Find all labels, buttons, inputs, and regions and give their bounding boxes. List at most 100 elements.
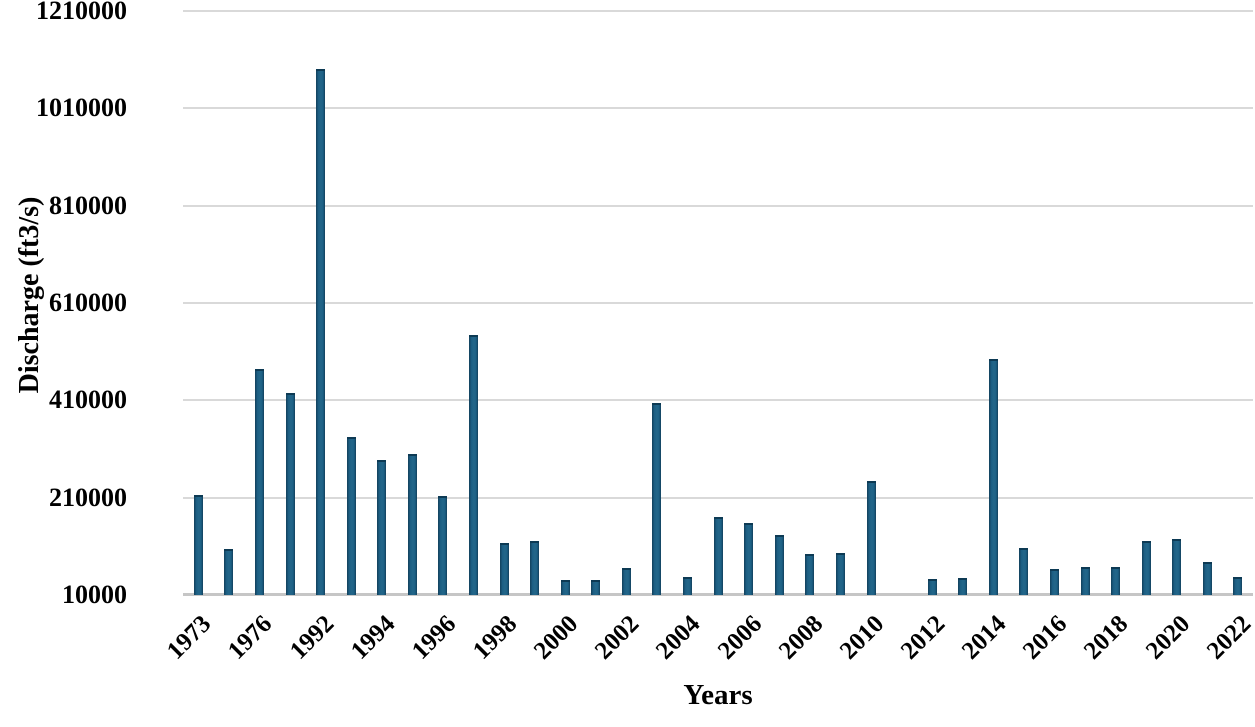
bar-slot — [917, 11, 948, 595]
bar-slot — [581, 11, 612, 595]
x-tick-label: 2004 — [651, 610, 706, 665]
bar — [713, 517, 723, 595]
bar-slot — [1009, 11, 1040, 595]
x-tick-label: 1994 — [345, 610, 401, 665]
bar — [1019, 547, 1029, 595]
bar — [866, 480, 876, 595]
bar-slot — [489, 11, 520, 595]
plot-area — [183, 10, 1253, 596]
gridline — [183, 10, 1253, 12]
bars-group — [183, 11, 1253, 595]
bar-slot — [1131, 11, 1162, 595]
bar-slot — [183, 11, 214, 595]
y-tick-label: 410000 — [49, 385, 127, 415]
y-axis-tick-labels: 10000 210000 410000 610000 810000 1010000 1210… — [0, 0, 155, 608]
y-tick-label: 1010000 — [36, 93, 127, 123]
x-tick-label: 1973 — [162, 610, 217, 665]
bar-slot — [672, 11, 703, 595]
bar-slot — [336, 11, 367, 595]
bar — [377, 459, 387, 595]
x-tick-label: 2020 — [1140, 610, 1195, 665]
bar — [591, 580, 601, 595]
bar-slot — [611, 11, 642, 595]
bar-slot — [825, 11, 856, 595]
bar — [346, 436, 356, 595]
bar — [224, 548, 234, 595]
bar — [1111, 567, 1121, 595]
x-axis-tick-labels: 1973 1976 1992 1994 1996 1998 2000 2002 2004 2006… — [162, 601, 1255, 673]
bar-slot — [214, 11, 245, 595]
bar — [468, 334, 478, 595]
bar-slot — [886, 11, 917, 595]
x-tick-label: 2016 — [1018, 610, 1073, 665]
bar — [285, 393, 295, 595]
bar — [1049, 569, 1059, 595]
y-tick-label: 610000 — [49, 288, 127, 317]
bar-slot — [458, 11, 489, 595]
bar-slot — [1192, 11, 1223, 595]
bar — [1141, 541, 1151, 595]
bar-slot — [1039, 11, 1070, 595]
bar — [1233, 577, 1243, 595]
x-tick-label: 2006 — [712, 610, 767, 665]
gridline — [183, 496, 1253, 499]
bar — [560, 580, 570, 595]
gridline — [183, 399, 1253, 402]
bar-slot — [519, 11, 550, 595]
x-tick-label: 2010 — [834, 610, 890, 665]
x-tick-label: 1996 — [406, 610, 462, 665]
bar-slot — [1070, 11, 1101, 595]
bar — [499, 542, 509, 595]
bar — [193, 495, 203, 595]
bar — [744, 522, 754, 595]
bar — [530, 541, 540, 595]
bar — [438, 496, 448, 595]
bar — [774, 535, 784, 595]
x-tick-label: 1992 — [284, 610, 339, 665]
bar-slot — [275, 11, 306, 595]
bar-slot — [305, 11, 336, 595]
bar-slot — [764, 11, 795, 595]
gridline — [183, 107, 1253, 110]
bar-slot — [978, 11, 1009, 595]
bar-slot — [244, 11, 275, 595]
x-tick-label: 2012 — [895, 610, 951, 665]
x-tick-label: 2018 — [1079, 610, 1134, 665]
bar-slot — [856, 11, 887, 595]
x-tick-label: 2014 — [957, 610, 1012, 665]
bar — [1080, 567, 1090, 595]
bar-slot — [1223, 11, 1254, 595]
bar — [407, 453, 417, 595]
x-tick-label: 2022 — [1201, 610, 1255, 665]
bar — [316, 69, 326, 595]
bar — [958, 577, 968, 595]
bar-slot — [428, 11, 459, 595]
bar — [254, 368, 264, 595]
x-tick-label: 2008 — [773, 610, 829, 665]
bar — [988, 358, 998, 595]
bar — [1202, 561, 1212, 595]
bar-slot — [1162, 11, 1193, 595]
bar — [927, 578, 937, 595]
bar-slot — [550, 11, 581, 595]
bar-slot — [397, 11, 428, 595]
x-axis-title: Years — [683, 679, 753, 711]
bar — [621, 568, 631, 595]
bar — [1172, 539, 1182, 595]
bar-slot — [366, 11, 397, 595]
y-tick-label: 1210000 — [36, 0, 127, 25]
x-tick-label: 2000 — [529, 610, 584, 665]
x-tick-label: 1998 — [467, 610, 523, 665]
bar — [683, 576, 693, 595]
bar-slot — [642, 11, 673, 595]
y-tick-label: 210000 — [49, 482, 127, 512]
bar-slot — [733, 11, 764, 595]
bar-slot — [947, 11, 978, 595]
bar-slot — [703, 11, 734, 595]
bar-slot — [1100, 11, 1131, 595]
bar — [835, 553, 845, 595]
x-tick-label: 2002 — [590, 610, 645, 665]
bar — [805, 554, 815, 595]
bar-slot — [795, 11, 826, 595]
